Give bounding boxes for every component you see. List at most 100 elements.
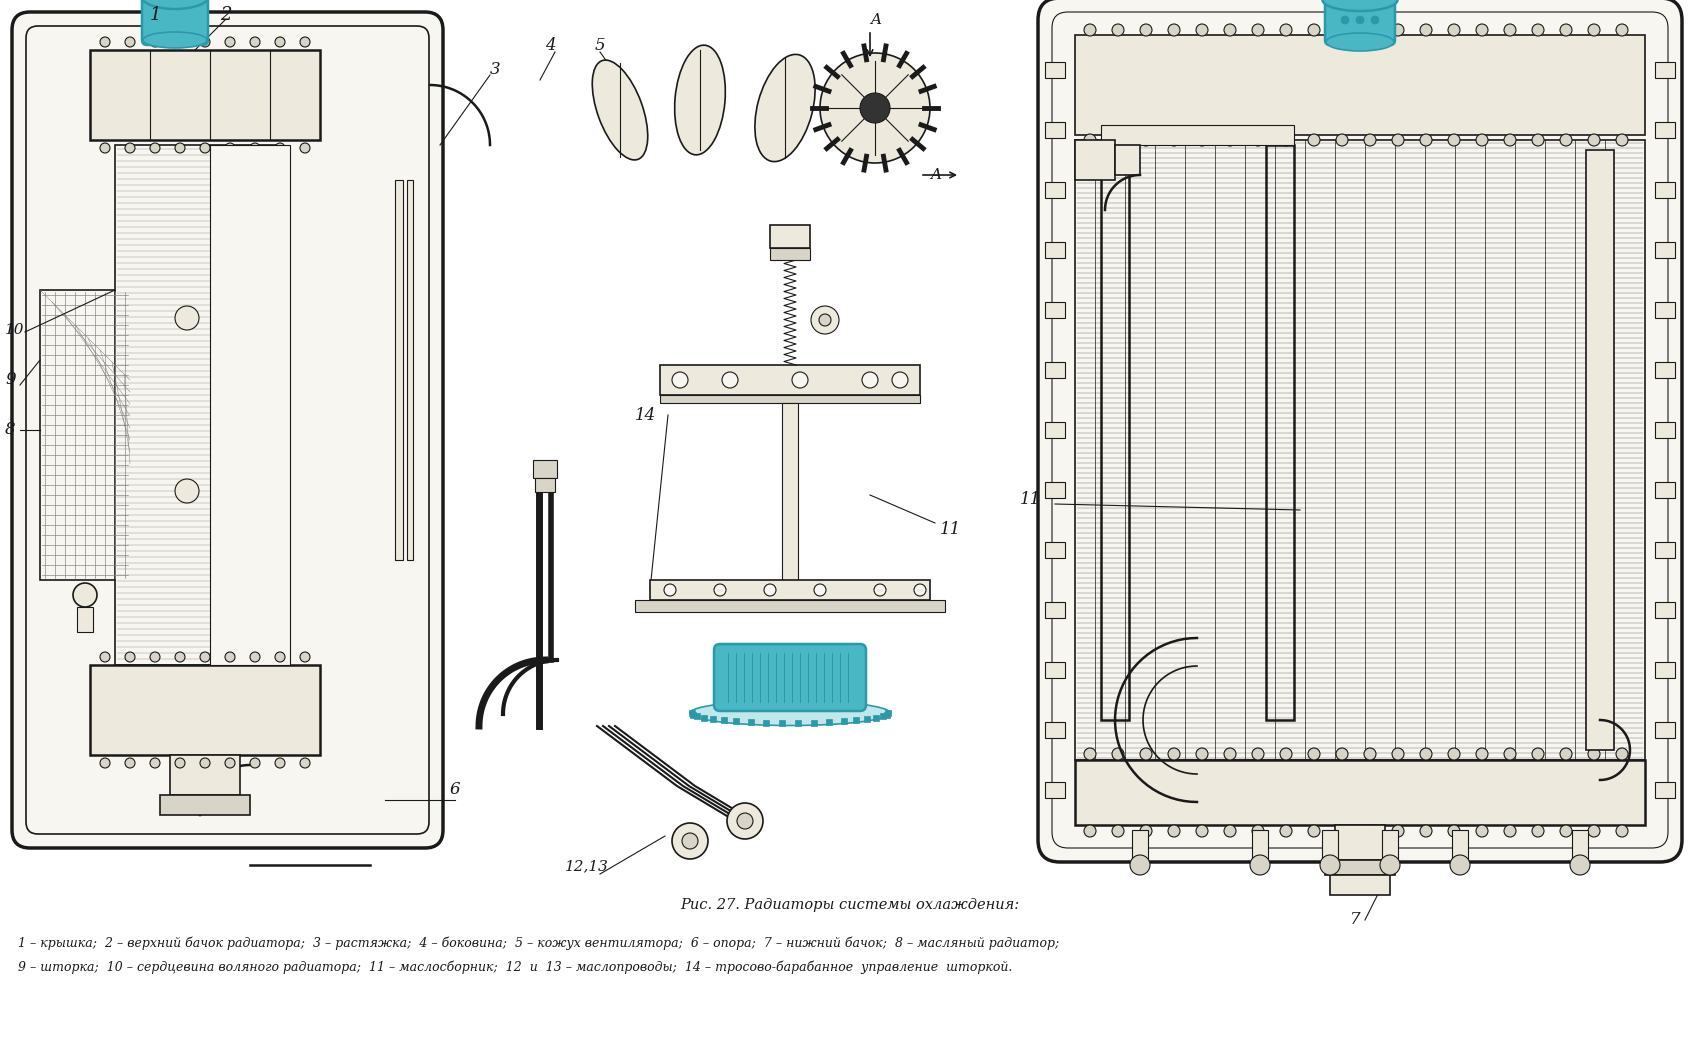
Ellipse shape — [143, 33, 207, 48]
Circle shape — [100, 758, 110, 768]
Circle shape — [1251, 134, 1265, 146]
Text: 11: 11 — [940, 521, 960, 538]
Bar — [649, 580, 930, 600]
Circle shape — [811, 306, 840, 334]
FancyBboxPatch shape — [1324, 0, 1396, 45]
Bar — [1656, 782, 1674, 798]
Circle shape — [1532, 24, 1544, 36]
Circle shape — [682, 833, 699, 849]
Bar — [811, 720, 818, 726]
Circle shape — [100, 37, 110, 47]
Circle shape — [1197, 748, 1209, 759]
Bar — [1572, 830, 1588, 860]
Bar — [660, 395, 920, 403]
Circle shape — [275, 758, 286, 768]
Circle shape — [1588, 748, 1600, 759]
Bar — [41, 290, 129, 580]
Text: 12,13: 12,13 — [564, 859, 609, 873]
Bar — [1046, 242, 1064, 258]
Bar — [879, 713, 886, 720]
Circle shape — [1141, 748, 1153, 759]
Circle shape — [1112, 24, 1124, 36]
Circle shape — [874, 584, 886, 596]
Circle shape — [100, 143, 110, 153]
Circle shape — [1532, 825, 1544, 837]
Bar — [700, 714, 707, 721]
Circle shape — [1307, 24, 1319, 36]
Text: 10: 10 — [5, 323, 24, 337]
Text: 9: 9 — [5, 371, 15, 388]
Bar — [534, 461, 558, 478]
Bar — [733, 719, 740, 725]
Circle shape — [1357, 16, 1363, 24]
Bar — [211, 145, 291, 665]
Circle shape — [1363, 134, 1375, 146]
Bar — [1046, 362, 1064, 378]
FancyBboxPatch shape — [1039, 0, 1681, 862]
Bar — [1074, 140, 1115, 180]
Circle shape — [1448, 748, 1460, 759]
Bar — [116, 145, 280, 665]
Circle shape — [1307, 825, 1319, 837]
Circle shape — [728, 802, 763, 839]
Circle shape — [1112, 134, 1124, 146]
Bar — [1329, 875, 1391, 895]
Circle shape — [1251, 825, 1265, 837]
Circle shape — [73, 583, 97, 607]
Circle shape — [150, 37, 160, 47]
Circle shape — [1307, 748, 1319, 759]
Circle shape — [1085, 825, 1096, 837]
Bar — [76, 607, 94, 631]
Circle shape — [1561, 134, 1573, 146]
Circle shape — [1392, 24, 1404, 36]
Circle shape — [1504, 825, 1516, 837]
Bar — [1656, 422, 1674, 438]
Circle shape — [1370, 16, 1379, 24]
Text: 8: 8 — [5, 422, 15, 438]
Bar — [1046, 422, 1064, 438]
Bar — [840, 719, 847, 725]
Bar — [160, 795, 250, 815]
Circle shape — [1336, 825, 1348, 837]
Circle shape — [1476, 825, 1488, 837]
Bar — [688, 710, 695, 716]
Text: 1 – крышка;  2 – верхний бачок радиатора;  3 – растяжка;  4 – боковина;  5 – кож: 1 – крышка; 2 – верхний бачок радиатора;… — [19, 937, 1059, 949]
Circle shape — [201, 758, 211, 768]
Bar — [1656, 542, 1674, 558]
Bar — [536, 478, 554, 492]
Circle shape — [1197, 825, 1209, 837]
Circle shape — [1420, 24, 1431, 36]
Circle shape — [275, 143, 286, 153]
Bar — [1452, 830, 1469, 860]
Circle shape — [250, 758, 260, 768]
Circle shape — [150, 143, 160, 153]
Bar — [660, 365, 920, 395]
Circle shape — [738, 813, 753, 829]
Bar — [1115, 145, 1141, 175]
Circle shape — [1588, 825, 1600, 837]
Circle shape — [1336, 24, 1348, 36]
Circle shape — [1341, 16, 1350, 24]
Circle shape — [1392, 825, 1404, 837]
Circle shape — [1617, 24, 1629, 36]
Circle shape — [1476, 134, 1488, 146]
Circle shape — [175, 306, 199, 330]
Circle shape — [892, 372, 908, 388]
Circle shape — [1504, 134, 1516, 146]
Circle shape — [1392, 134, 1404, 146]
Circle shape — [819, 53, 930, 163]
Circle shape — [1224, 748, 1236, 759]
Circle shape — [1448, 825, 1460, 837]
Circle shape — [1168, 825, 1180, 837]
Ellipse shape — [690, 701, 891, 726]
Circle shape — [1336, 134, 1348, 146]
Circle shape — [1392, 748, 1404, 759]
Bar — [853, 718, 860, 724]
Circle shape — [224, 758, 235, 768]
Circle shape — [299, 652, 309, 662]
Circle shape — [201, 37, 211, 47]
Circle shape — [1130, 855, 1149, 875]
Circle shape — [1336, 748, 1348, 759]
Circle shape — [175, 758, 185, 768]
Circle shape — [201, 143, 211, 153]
